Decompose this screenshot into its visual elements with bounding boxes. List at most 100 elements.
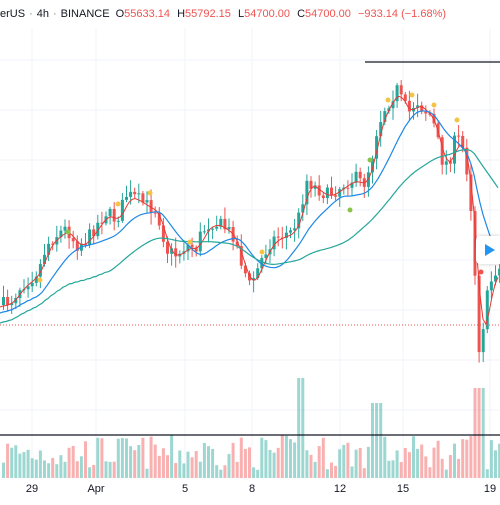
symbol-name[interactable]: erUS <box>0 8 26 20</box>
volume-bar <box>485 469 489 478</box>
volume-bar <box>330 462 333 478</box>
candle-body <box>325 187 329 199</box>
candle-body <box>26 286 30 290</box>
volume-bar <box>481 388 485 478</box>
candle-body <box>63 226 67 231</box>
volume-bar <box>428 467 432 478</box>
volume-bar <box>448 455 452 478</box>
candle-body <box>75 241 79 251</box>
volume-bar <box>453 443 456 478</box>
signal-marker <box>147 190 153 196</box>
replay-button[interactable] <box>476 236 500 264</box>
candle-body <box>420 105 424 112</box>
volume-bar <box>489 440 493 478</box>
volume-bar <box>477 388 481 478</box>
candle-body <box>157 213 161 226</box>
volume-bar <box>235 461 239 478</box>
candle-body <box>137 193 141 195</box>
signal-marker <box>385 97 391 103</box>
volume-bar <box>116 438 120 478</box>
signal-marker <box>259 249 265 255</box>
volume-bar <box>260 437 264 478</box>
candle-body <box>211 228 215 230</box>
volume-bar <box>239 437 243 478</box>
volume-bar <box>79 456 83 478</box>
candle-body <box>330 187 333 196</box>
volume-bar <box>243 448 247 478</box>
candle-body <box>239 246 243 266</box>
change-value: −933.14 (−1.68%) <box>357 8 447 20</box>
volume-bar <box>170 435 174 478</box>
interval-label[interactable]: 4h <box>36 8 49 20</box>
candle-body <box>432 113 436 124</box>
candle-body <box>2 297 5 305</box>
candle-body <box>448 161 452 164</box>
candle-body <box>346 187 350 189</box>
volume-bar <box>498 443 500 478</box>
volume-bar <box>202 442 206 478</box>
signal-marker <box>65 229 71 235</box>
volume-bar <box>71 445 75 478</box>
candle-body <box>190 244 194 248</box>
volume-bar <box>125 438 128 478</box>
signal-marker <box>454 117 460 123</box>
volume-bar <box>22 452 26 478</box>
volume-bar <box>227 454 231 478</box>
candle-body <box>223 218 227 230</box>
volume-bar <box>325 469 329 478</box>
candle-body <box>440 137 444 165</box>
candle-body <box>297 212 301 229</box>
volume-bar <box>108 461 112 478</box>
volume-bar <box>264 440 268 478</box>
candle-body <box>30 282 34 287</box>
volume-bar <box>92 464 96 478</box>
candle-body <box>391 101 395 109</box>
volume-bar <box>211 448 215 478</box>
volume-bar <box>26 449 30 478</box>
candle-body <box>92 229 96 237</box>
volume-bar <box>256 469 260 478</box>
close-value: 54700.00 <box>305 8 351 20</box>
ma-slow-line <box>0 148 499 324</box>
volume-bar <box>248 447 251 478</box>
volume-bar <box>399 462 403 478</box>
candle-body <box>399 85 403 95</box>
volume-bar <box>268 449 272 478</box>
volume-bar <box>469 436 473 478</box>
volume-bar <box>371 403 374 478</box>
candle-body <box>112 208 116 222</box>
candle-body <box>403 94 407 101</box>
candle-body <box>338 189 342 197</box>
candle-body <box>477 275 481 353</box>
volume-bar <box>407 452 411 478</box>
volume-bar <box>284 435 288 478</box>
volume-bar <box>379 403 383 478</box>
candle-body <box>334 195 338 197</box>
volume-bar <box>366 446 370 478</box>
reference-lines <box>0 61 500 436</box>
volume-bar <box>207 446 210 478</box>
candle-body <box>313 185 317 189</box>
volume-bar <box>346 442 350 478</box>
volume-bar <box>2 462 5 478</box>
volume-bar <box>178 450 182 478</box>
volume-bar <box>465 439 469 478</box>
volume-bar <box>153 444 157 478</box>
candle-body <box>149 200 153 213</box>
candle-body <box>289 230 292 233</box>
time-axis[interactable]: 29 Apr 5 8 12 15 19 <box>0 480 500 500</box>
volume-bar <box>293 442 297 478</box>
volume-bar <box>334 465 338 478</box>
volume-bar <box>30 458 34 478</box>
ohlc-values: O55633.14 H55792.15 L54700.00 C54700.00 … <box>115 8 447 20</box>
low-value: 54700.00 <box>244 8 290 20</box>
candle-body <box>321 195 325 199</box>
volume-bar <box>420 444 424 478</box>
candle-body <box>350 182 354 188</box>
candle-body <box>453 135 456 164</box>
time-tick: 12 <box>333 483 347 495</box>
candle-body <box>186 244 190 252</box>
candle-body <box>284 232 288 238</box>
